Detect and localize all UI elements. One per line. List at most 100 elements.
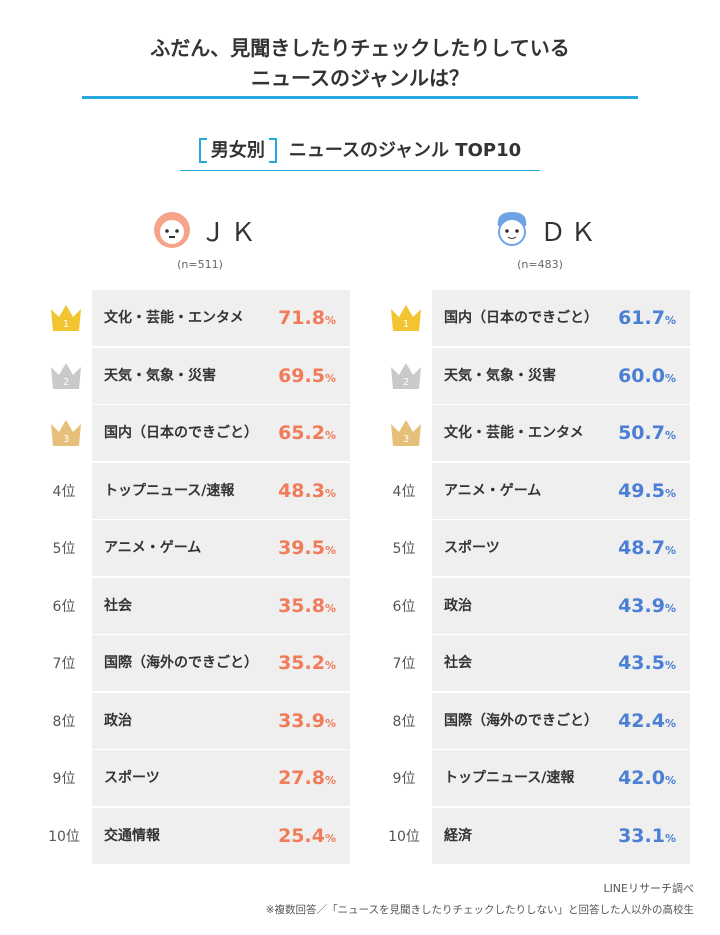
value-number: 42.0	[618, 767, 665, 789]
genre: 交通情報	[104, 827, 160, 844]
value: 27.8%	[278, 750, 336, 809]
value: 43.9%	[618, 578, 676, 637]
subtitle-text: ニュースのジャンル TOP10	[288, 140, 522, 161]
value-number: 27.8	[278, 767, 325, 789]
value: 50.7%	[618, 405, 676, 464]
value-number: 71.8	[278, 307, 325, 329]
genre: 文化・芸能・エンタメ	[444, 425, 584, 441]
crown: 3	[51, 420, 81, 446]
title-rule	[82, 96, 638, 99]
ranking-row: トップニュース/速報 48.3%	[92, 462, 350, 522]
ranking-row: 天気・気象・災害 60.0%	[432, 347, 690, 404]
title: ふだん、見聞きしたりチェックしたりしている	[150, 36, 570, 60]
ranking-row: 天気・気象・災害 69.5%	[92, 347, 350, 407]
value-unit: %	[664, 429, 676, 442]
rank: 9位	[392, 771, 416, 787]
value: 25.4%	[278, 808, 336, 867]
ranking-row: 文化・芸能・エンタメ 71.8%	[92, 290, 350, 346]
genre: 天気・気象・災害	[104, 367, 216, 384]
value: 33.1%	[618, 808, 676, 867]
crown: 2	[391, 362, 421, 389]
value-unit: %	[324, 831, 336, 845]
ranking-row: スポーツ 27.8%	[92, 750, 350, 806]
crown: 2	[51, 362, 81, 389]
bracket	[198, 138, 207, 163]
ranking-row: 交通情報 25.4%	[92, 807, 350, 867]
value: 35.8%	[278, 578, 336, 637]
rank: 10位	[388, 828, 420, 845]
value: 42.0%	[618, 750, 676, 809]
value-number: 25.4	[278, 824, 325, 847]
value: 69.5%	[278, 348, 336, 407]
jk-icon	[154, 212, 190, 248]
rank: 7位	[392, 656, 416, 672]
genre: 経済	[444, 827, 472, 844]
genre: 国内（日本のできごと）	[104, 425, 258, 441]
subtitle-tag: 男女別	[210, 140, 265, 161]
column-label: ＤＫ	[540, 218, 601, 248]
value: 33.9%	[278, 693, 336, 752]
genre: アニメ・ゲーム	[104, 540, 202, 556]
rank: 8位	[52, 713, 76, 730]
ranking-row: 社会 43.5%	[432, 635, 690, 691]
value-number: 60.0	[618, 364, 665, 387]
column-label: ＪＫ	[200, 218, 261, 248]
value: 65.2%	[278, 405, 336, 464]
value: 49.5%	[618, 463, 676, 522]
ranking-row: 経済 33.1%	[432, 807, 690, 867]
value-number: 43.5	[618, 652, 665, 674]
genre: 国内（日本のできごと）	[444, 310, 598, 326]
genre: 社会	[444, 655, 472, 671]
value-number: 35.2	[278, 652, 325, 674]
value-unit: %	[664, 716, 676, 730]
value-unit: %	[664, 314, 676, 327]
genre: トップニュース/速報	[104, 482, 235, 499]
source: LINEリサーチ調べ	[603, 882, 694, 895]
value-unit: %	[324, 774, 336, 787]
genre: 社会	[104, 597, 132, 614]
value-number: 50.7	[618, 422, 665, 444]
value-number: 61.7	[618, 307, 665, 329]
rank: 8位	[392, 713, 416, 730]
value-unit: %	[664, 486, 676, 500]
subtitle-rule	[180, 170, 540, 171]
genre: トップニュース/速報	[444, 770, 575, 786]
value-unit: %	[664, 659, 676, 672]
rank: 5位	[392, 541, 416, 557]
crown: 1	[391, 305, 421, 331]
ranking-row: 政治 43.9%	[432, 577, 690, 637]
value: 48.3%	[278, 463, 336, 522]
ranking-row: 文化・芸能・エンタメ 50.7%	[432, 405, 690, 461]
ranking-row: アニメ・ゲーム 49.5%	[432, 462, 690, 522]
crown: 3	[391, 420, 421, 446]
genre: 政治	[444, 597, 472, 614]
crown-rank: 2	[403, 377, 409, 388]
sample-size: (n=511)	[177, 258, 223, 271]
value: 42.4%	[618, 693, 676, 752]
crown-rank: 1	[63, 319, 69, 330]
value-unit: %	[324, 601, 336, 615]
value-unit: %	[324, 544, 336, 557]
value: 48.7%	[618, 520, 676, 579]
genre: スポーツ	[104, 770, 160, 786]
value-unit: %	[324, 314, 336, 327]
value-number: 69.5	[278, 364, 325, 387]
value-number: 43.9	[618, 594, 665, 617]
value-unit: %	[664, 831, 676, 845]
bracket	[268, 138, 277, 163]
value-unit: %	[664, 544, 676, 557]
value: 39.5%	[278, 520, 336, 579]
value-number: 33.1	[618, 824, 665, 847]
value: 61.7%	[618, 290, 676, 349]
value-number: 65.2	[278, 422, 325, 444]
value: 35.2%	[278, 635, 336, 694]
value-number: 49.5	[618, 479, 665, 502]
value-unit: %	[324, 371, 336, 385]
value-number: 33.9	[278, 709, 325, 732]
dk-icon	[497, 212, 527, 246]
value-unit: %	[324, 659, 336, 672]
value-unit: %	[324, 486, 336, 500]
value-number: 48.3	[278, 479, 325, 502]
title: ニュースのジャンルは？	[251, 66, 469, 90]
